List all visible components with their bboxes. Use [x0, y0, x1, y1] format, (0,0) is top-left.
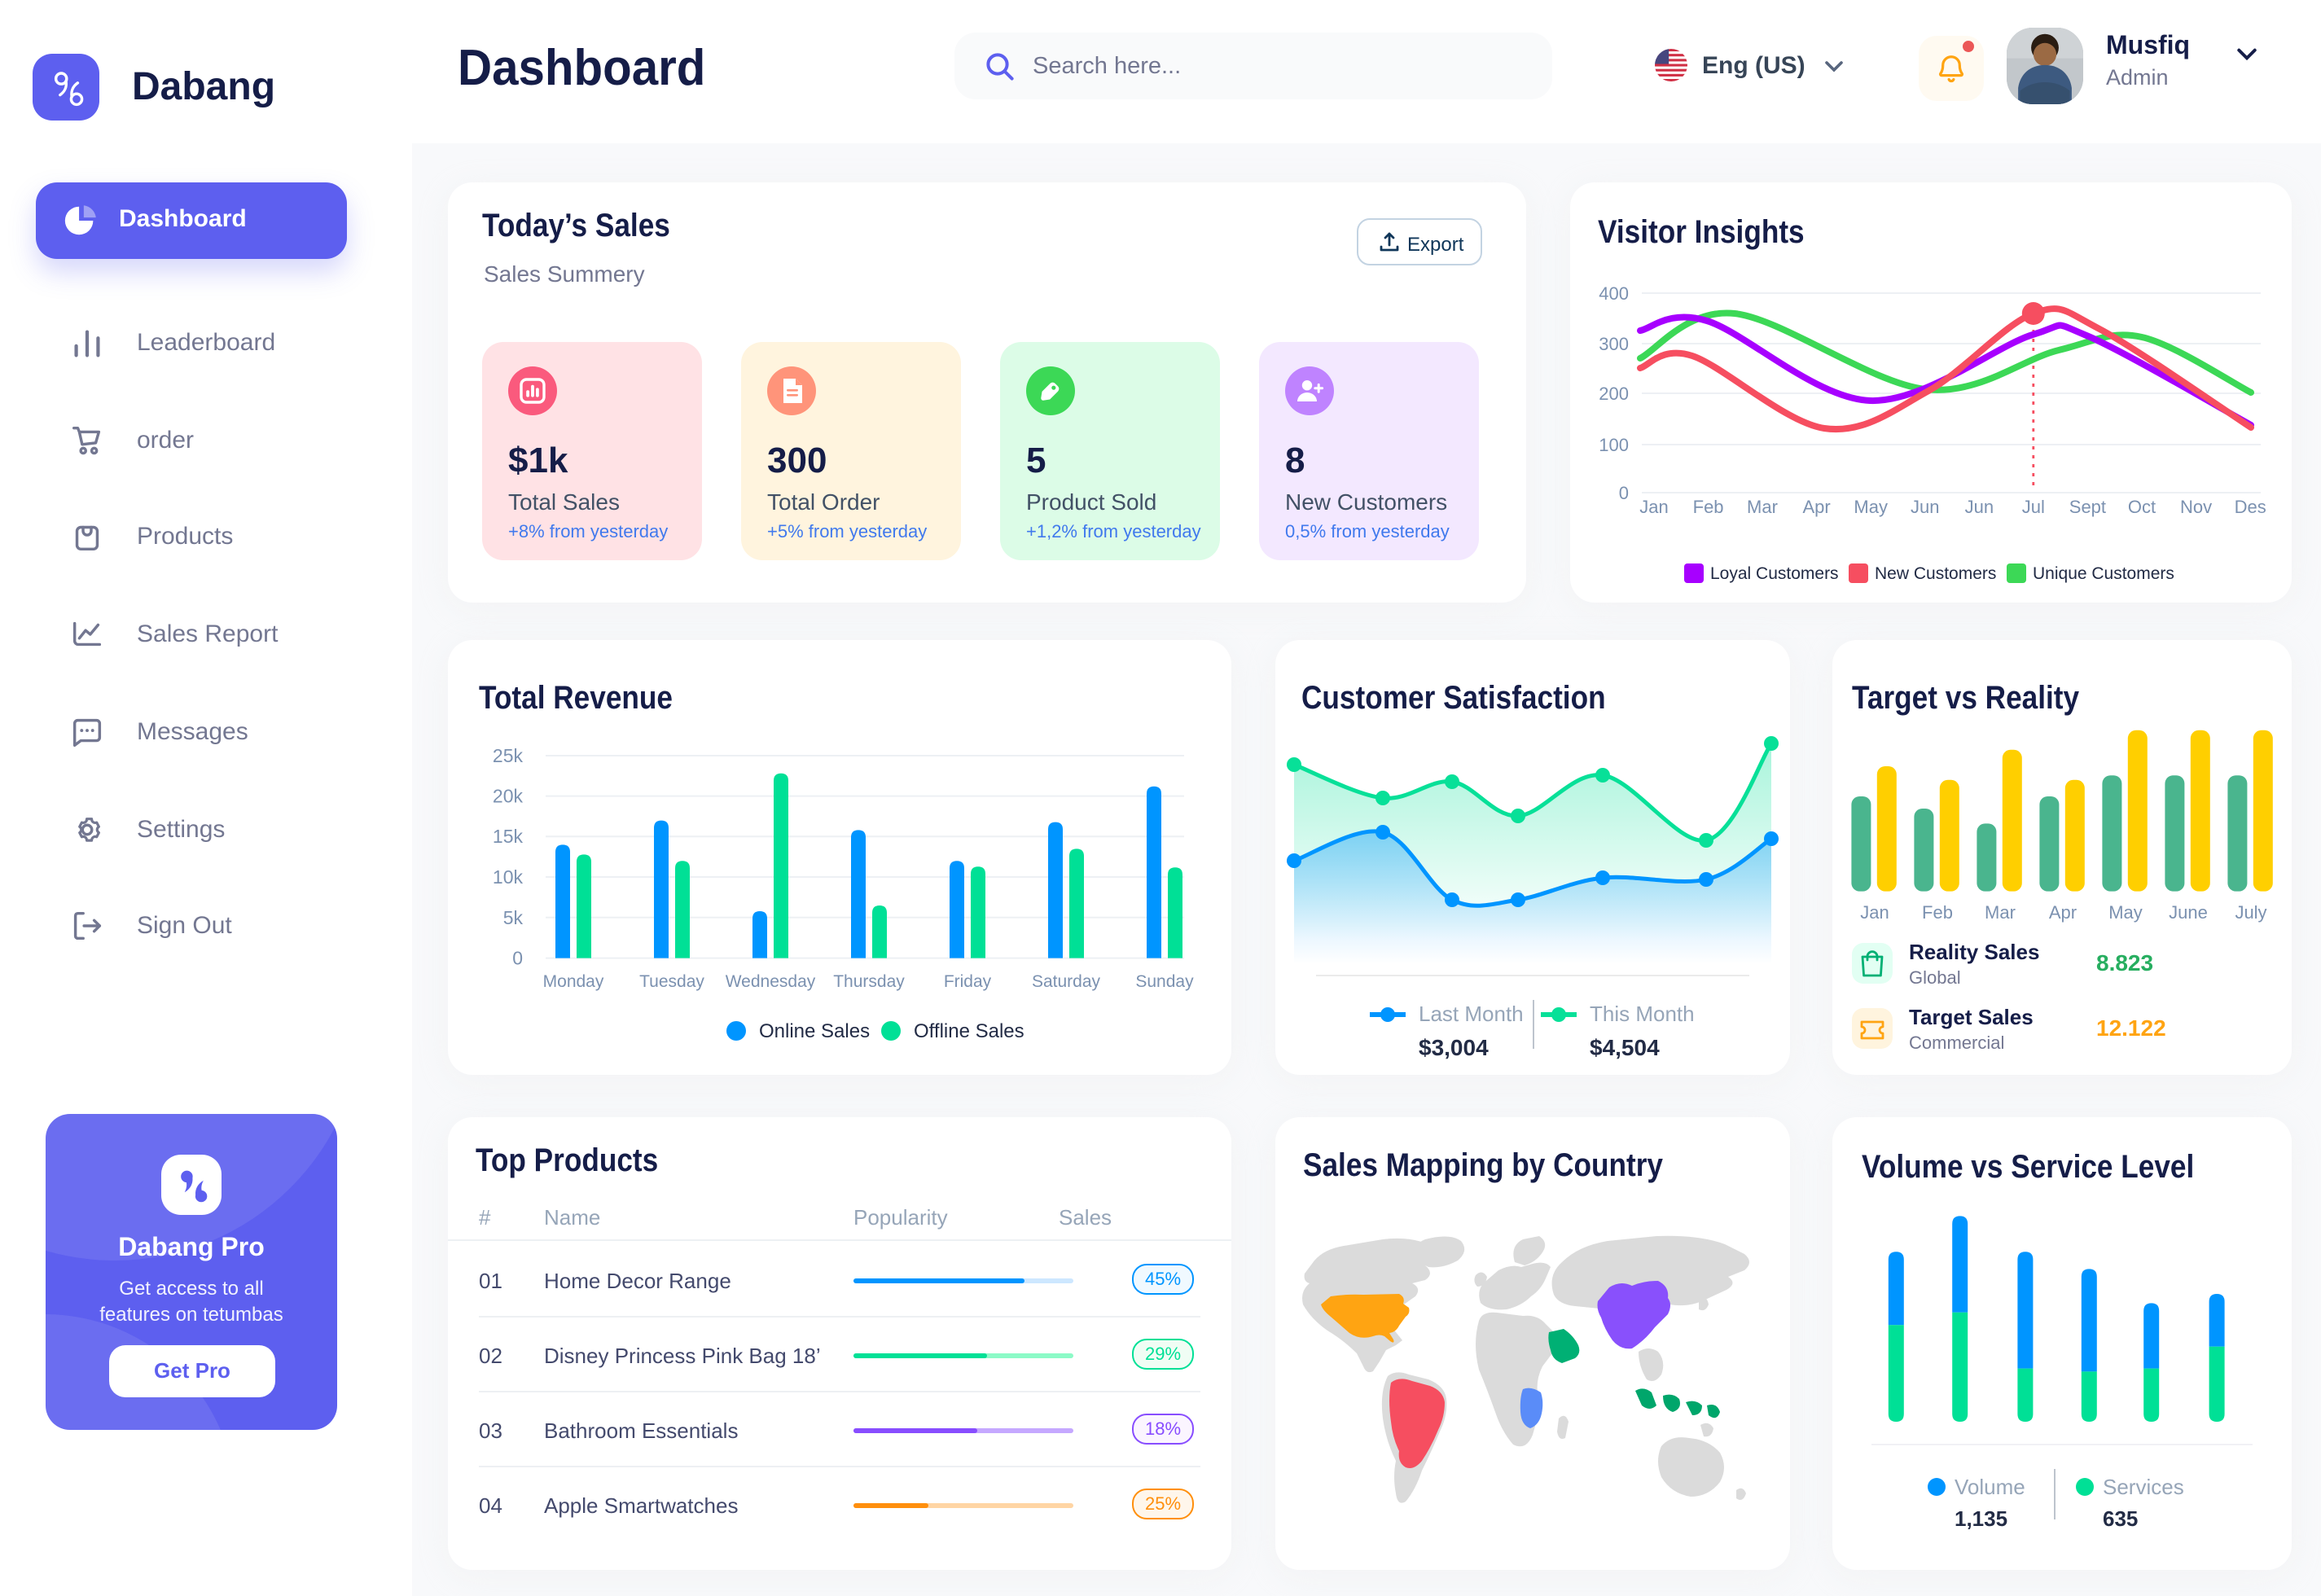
svg-text:Online Sales: Online Sales — [759, 1020, 870, 1042]
svg-text:Loyal Customers: Loyal Customers — [1710, 564, 1839, 583]
svg-text:Offline Sales: Offline Sales — [914, 1020, 1024, 1042]
svg-text:Apr: Apr — [2049, 902, 2077, 923]
svg-text:Tuesday: Tuesday — [639, 972, 704, 991]
svg-text:Services: Services — [2103, 1475, 2184, 1499]
svg-text:Sept: Sept — [2069, 497, 2106, 517]
svg-text:Friday: Friday — [944, 972, 992, 991]
svg-text:Saturday: Saturday — [1032, 972, 1101, 991]
svg-text:Apr: Apr — [1802, 497, 1830, 517]
svg-text:100: 100 — [1599, 435, 1629, 455]
svg-text:Jul: Jul — [2022, 497, 2045, 517]
svg-text:New Customers: New Customers — [1875, 564, 1996, 583]
svg-text:Nov: Nov — [2180, 497, 2212, 517]
svg-text:5k: 5k — [503, 907, 524, 928]
svg-text:July: July — [2235, 902, 2266, 923]
svg-text:Sunday: Sunday — [1135, 972, 1194, 991]
svg-text:Reality Sales: Reality Sales — [1909, 940, 2039, 964]
svg-text:Thursday: Thursday — [833, 972, 905, 991]
svg-text:0: 0 — [1619, 483, 1629, 503]
svg-text:300: 300 — [1599, 334, 1629, 354]
svg-text:Wednesday: Wednesday — [726, 972, 816, 991]
svg-text:Oct: Oct — [2128, 497, 2156, 517]
svg-text:Unique Customers: Unique Customers — [2033, 564, 2174, 583]
svg-text:May: May — [2108, 902, 2143, 923]
svg-text:Jan: Jan — [1639, 497, 1668, 517]
svg-text:25k: 25k — [493, 745, 524, 766]
svg-text:635: 635 — [2103, 1506, 2138, 1531]
svg-text:8.823: 8.823 — [2096, 950, 2153, 976]
svg-text:0: 0 — [512, 948, 523, 969]
svg-text:200: 200 — [1599, 384, 1629, 404]
svg-text:This Month: This Month — [1590, 1002, 1695, 1026]
svg-text:Mar: Mar — [1985, 902, 2016, 923]
svg-text:Feb: Feb — [1922, 902, 1953, 923]
svg-text:Jun: Jun — [1911, 497, 1939, 517]
svg-text:$3,004: $3,004 — [1419, 1035, 1489, 1060]
svg-text:12.122: 12.122 — [2096, 1015, 2166, 1041]
svg-text:400: 400 — [1599, 283, 1629, 304]
svg-text:Mar: Mar — [1747, 497, 1778, 517]
svg-text:Volume: Volume — [1955, 1475, 2025, 1499]
svg-text:$4,504: $4,504 — [1590, 1035, 1660, 1060]
svg-text:Target Sales: Target Sales — [1909, 1005, 2034, 1029]
svg-text:Feb: Feb — [1693, 497, 1724, 517]
svg-text:Global: Global — [1909, 967, 1961, 988]
svg-text:1,135: 1,135 — [1955, 1506, 2007, 1531]
svg-text:Last Month: Last Month — [1419, 1002, 1524, 1026]
svg-text:15k: 15k — [493, 826, 524, 847]
svg-text:May: May — [1854, 497, 1888, 517]
svg-text:20k: 20k — [493, 786, 524, 807]
svg-text:June: June — [2169, 902, 2208, 923]
svg-text:10k: 10k — [493, 866, 524, 888]
svg-text:Jan: Jan — [1860, 902, 1889, 923]
svg-text:Jun: Jun — [1965, 497, 1994, 517]
svg-text:Monday: Monday — [543, 972, 604, 991]
svg-text:Commercial: Commercial — [1909, 1033, 2004, 1053]
svg-text:Des: Des — [2235, 497, 2266, 517]
